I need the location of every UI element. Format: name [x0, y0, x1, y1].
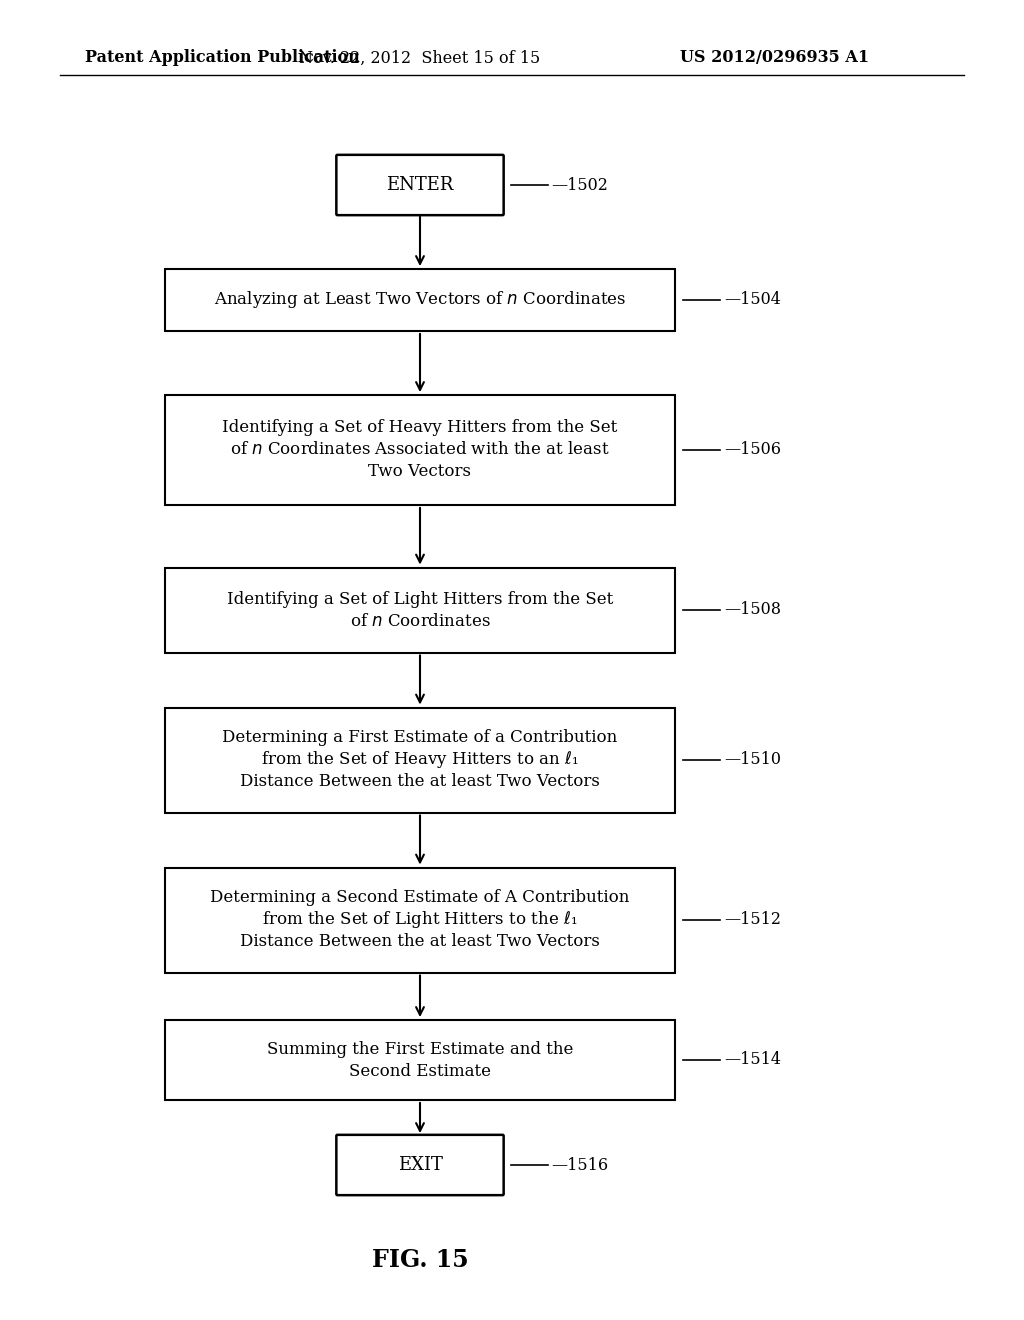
Text: ENTER: ENTER — [386, 176, 454, 194]
Text: —1504: —1504 — [724, 292, 781, 309]
Text: Nov. 22, 2012  Sheet 15 of 15: Nov. 22, 2012 Sheet 15 of 15 — [299, 49, 541, 66]
Text: —1506: —1506 — [724, 441, 781, 458]
Text: —1508: —1508 — [724, 602, 781, 619]
Bar — [165, 867, 675, 973]
Text: Patent Application Publication: Patent Application Publication — [85, 49, 359, 66]
FancyBboxPatch shape — [336, 1135, 504, 1195]
Text: Distance Between the at least Two Vectors: Distance Between the at least Two Vector… — [240, 774, 600, 791]
Text: of $\mathit{n}$ Coordinates Associated with the at least: of $\mathit{n}$ Coordinates Associated w… — [230, 441, 610, 458]
Text: Determining a Second Estimate of A Contribution: Determining a Second Estimate of A Contr… — [210, 890, 630, 907]
Text: Analyzing at Least Two Vectors of $\mathit{n}$ Coordinates: Analyzing at Least Two Vectors of $\math… — [214, 289, 626, 310]
Text: —1516: —1516 — [552, 1156, 608, 1173]
Text: from the Set of Heavy Hitters to an $\ell$₁: from the Set of Heavy Hitters to an $\el… — [261, 750, 579, 771]
Bar — [165, 708, 675, 813]
Bar — [165, 269, 675, 331]
Text: from the Set of Light Hitters to the $\ell$₁: from the Set of Light Hitters to the $\e… — [262, 909, 578, 931]
Text: Determining a First Estimate of a Contribution: Determining a First Estimate of a Contri… — [222, 730, 617, 747]
Text: Distance Between the at least Two Vectors: Distance Between the at least Two Vector… — [240, 933, 600, 950]
Text: —1512: —1512 — [724, 912, 781, 928]
Text: FIG. 15: FIG. 15 — [372, 1247, 468, 1272]
Text: Identifying a Set of Light Hitters from the Set: Identifying a Set of Light Hitters from … — [227, 590, 613, 607]
FancyBboxPatch shape — [336, 154, 504, 215]
Bar — [165, 395, 675, 506]
Text: Identifying a Set of Heavy Hitters from the Set: Identifying a Set of Heavy Hitters from … — [222, 420, 617, 437]
Text: EXIT: EXIT — [397, 1156, 442, 1173]
Text: of $\mathit{n}$ Coordinates: of $\mathit{n}$ Coordinates — [349, 612, 490, 630]
Text: US 2012/0296935 A1: US 2012/0296935 A1 — [680, 49, 869, 66]
Text: —1502: —1502 — [552, 177, 608, 194]
Bar — [165, 568, 675, 652]
Text: Summing the First Estimate and the: Summing the First Estimate and the — [267, 1040, 573, 1057]
Text: —1514: —1514 — [724, 1052, 781, 1068]
Text: Two Vectors: Two Vectors — [369, 463, 471, 480]
Text: Second Estimate: Second Estimate — [349, 1063, 490, 1080]
Text: —1510: —1510 — [724, 751, 781, 768]
Bar — [165, 1020, 675, 1100]
